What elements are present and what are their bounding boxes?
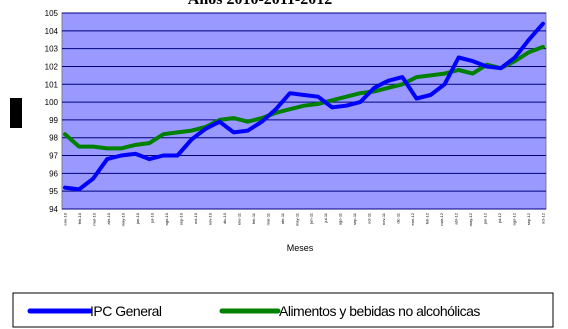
x-tick-label: ene-10	[63, 212, 68, 225]
x-tick-label: nov-11	[381, 212, 386, 225]
x-tick-label: ene-11	[236, 212, 241, 225]
x-tick-label: may-11	[294, 212, 299, 226]
y-tick-label: 102	[45, 62, 59, 71]
plot-area	[61, 12, 547, 210]
y-tick-label: 95	[49, 187, 58, 196]
x-tick-label: ago-10	[164, 212, 169, 225]
x-tick-label: may-12	[468, 212, 473, 226]
x-tick-label: ago-11	[338, 212, 343, 225]
x-tick-label: feb-10	[77, 212, 82, 224]
x-tick-label: may-10	[120, 212, 125, 226]
x-tick-label: dic-10	[222, 212, 227, 224]
x-tick-label: sep-11	[352, 212, 357, 225]
y-tick-label: 94	[49, 205, 58, 214]
x-tick-label: mar-10	[91, 212, 96, 225]
legend-label-ipc-general: IPC General	[90, 303, 162, 319]
y-tick-label: 96	[49, 169, 58, 178]
x-tick-label: abr-10	[106, 212, 111, 224]
y-axis-ticks: 94 95 96 97 98 99 100 101 102 103 104 105	[45, 9, 59, 214]
x-tick-label: oct-10	[193, 212, 198, 224]
x-tick-label: abr-11	[280, 212, 285, 224]
x-tick-label: sep-12	[526, 212, 531, 225]
y-tick-label: 105	[45, 9, 59, 18]
y-tick-label: 104	[45, 27, 59, 36]
x-tick-label: mar-11	[265, 212, 270, 225]
x-axis-title: Meses	[287, 243, 314, 253]
x-tick-label: ago-12	[512, 212, 517, 225]
legend-box	[12, 292, 554, 328]
x-tick-label: jul-12	[497, 212, 502, 224]
x-tick-label: jul-10	[149, 212, 154, 224]
y-tick-label: 97	[49, 152, 58, 161]
x-tick-label: feb-12	[425, 212, 430, 224]
x-tick-label: sep-10	[178, 212, 183, 225]
y-tick-label: 101	[45, 80, 59, 89]
x-tick-label: jun-12	[483, 212, 488, 225]
series-line-ipc-general	[63, 21, 545, 192]
x-tick-label: ene-12	[410, 212, 415, 225]
x-tick-label: feb-11	[251, 212, 256, 224]
grid-lines	[62, 12, 546, 210]
left-marker	[10, 98, 22, 128]
y-tick-label: 99	[49, 116, 58, 125]
x-tick-label: dic-11	[396, 212, 401, 223]
x-tick-label: jun-11	[309, 212, 314, 225]
legend: IPC General Alimentos y bebidas no alcoh…	[12, 292, 554, 328]
x-tick-label: nov-10	[207, 212, 212, 225]
series-line-alimentos	[63, 44, 545, 151]
x-tick-label: abr-12	[454, 212, 459, 224]
chart-title: Años 2010-2011-2012	[188, 0, 332, 8]
x-tick-label: oct-11	[367, 212, 372, 224]
x-axis-ticks: ene-10 feb-10 mar-10 abr-10 may-10 jun-10 jul-…	[63, 212, 546, 226]
y-tick-label: 103	[45, 45, 59, 54]
x-tick-label: jun-10	[135, 212, 140, 225]
y-tick-label: 100	[45, 98, 59, 107]
series-lines	[63, 21, 545, 192]
x-tick-label: oct-12	[541, 212, 546, 224]
x-tick-label: mar-12	[439, 212, 444, 225]
x-tick-label: jul-11	[323, 212, 328, 223]
legend-label-alimentos: Alimentos y bebidas no alcohólicas	[279, 303, 480, 319]
y-tick-label: 98	[49, 134, 58, 143]
